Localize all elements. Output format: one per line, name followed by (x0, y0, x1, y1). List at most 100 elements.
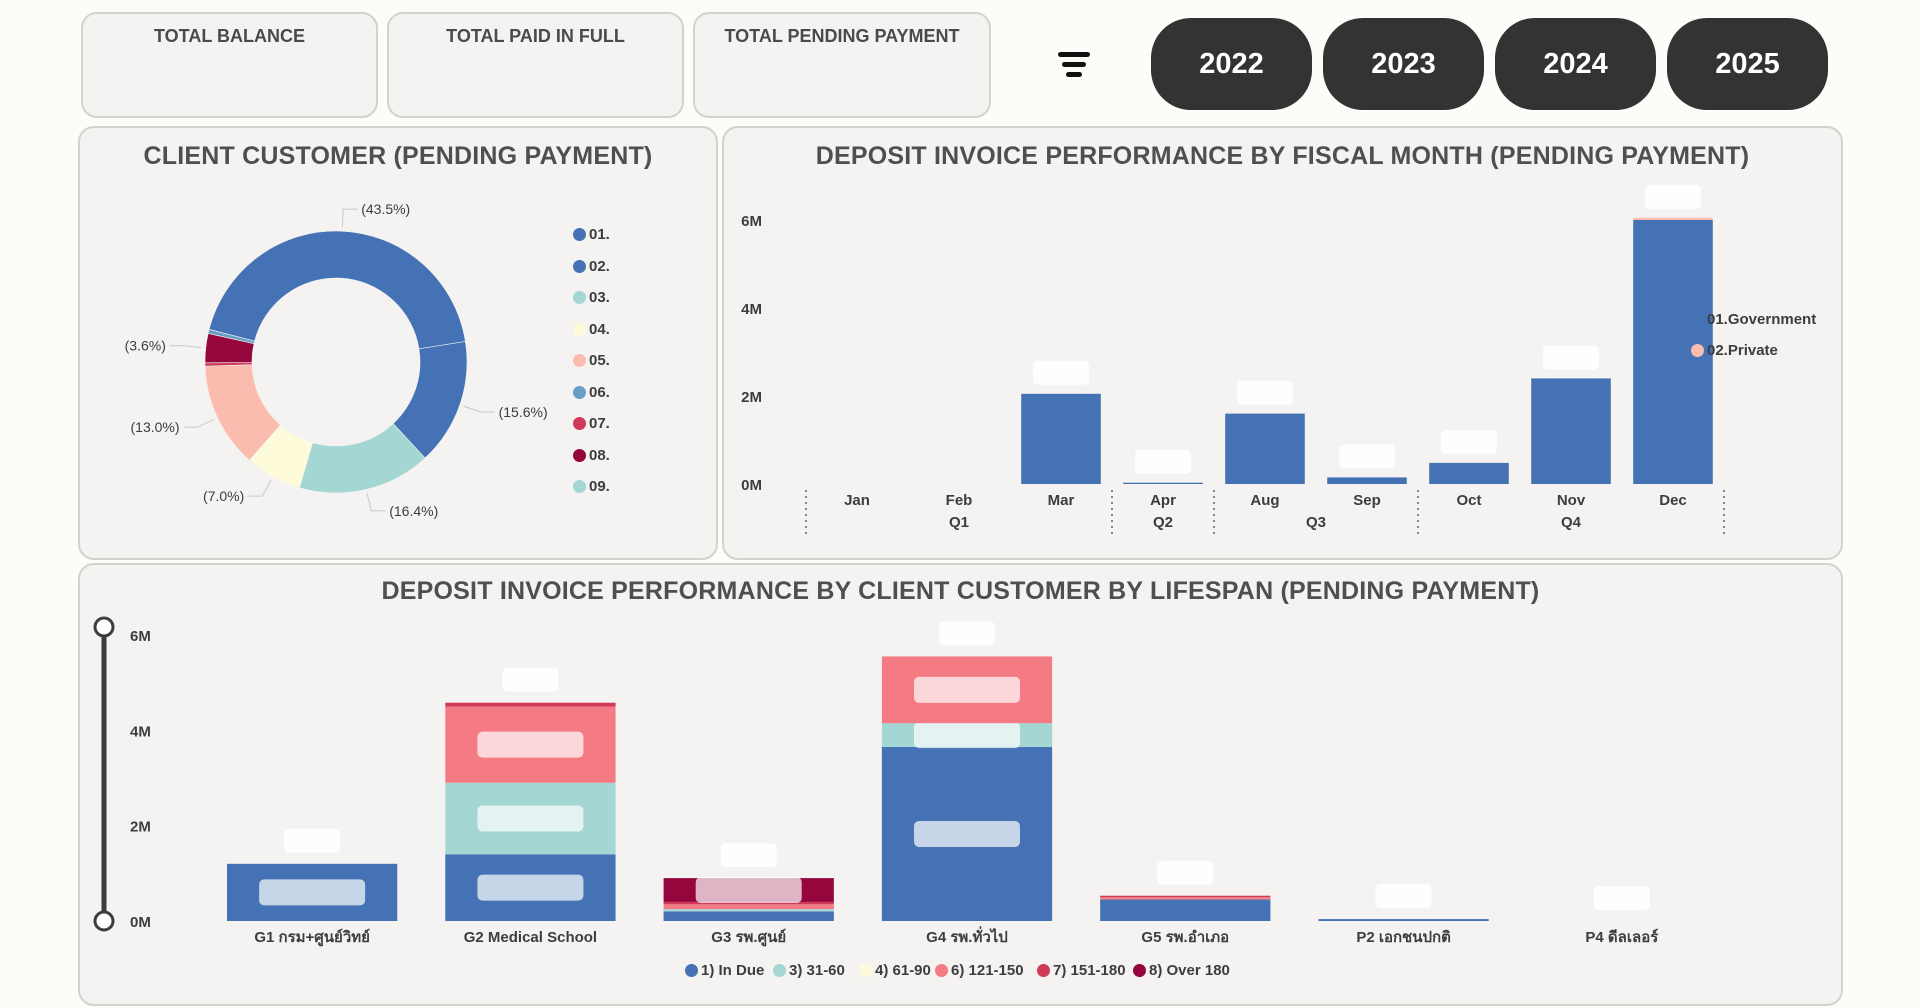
donut-chart[interactable]: (43.5%) (15.6%) (16.4%) (7.0%) (13.0%) (3.6%) (80, 128, 720, 562)
data-label-placeholder (284, 828, 341, 853)
legend-dot (1133, 964, 1146, 977)
donut-legend-item-07[interactable]: 07. (573, 415, 610, 432)
donut-leader-line (463, 405, 495, 413)
donut-slice-06[interactable] (207, 329, 256, 345)
segment-label-placeholder (477, 874, 584, 901)
x-tick-label-dec: Dec (1659, 492, 1687, 509)
x-tick-label-nov: Nov (1557, 492, 1586, 509)
legend-dot (935, 964, 948, 977)
x-tick-label-apr: Apr (1150, 492, 1176, 509)
data-label-placeholder (1033, 360, 1089, 385)
data-label-placeholder (1441, 429, 1497, 454)
bar-segment-6-121-150[interactable] (1100, 897, 1271, 900)
bar-oct-01-government[interactable] (1429, 462, 1509, 484)
legend-item-01-government[interactable]: 01.Government (1691, 311, 1816, 328)
kpi-card-total-pending-payment: TOTAL PENDING PAYMENT (693, 12, 991, 118)
x-tick-label: G3 รพ.ศูนย์ (711, 928, 786, 947)
data-label-placeholder (1157, 860, 1214, 885)
bar-segment-3-31-60[interactable] (663, 909, 834, 912)
donut-legend-item-01[interactable]: 01. (573, 226, 610, 243)
y-tick-label: 6M (741, 213, 762, 230)
legend-label: 02. (589, 257, 610, 275)
fiscal-month-bar-chart[interactable]: 0M 2M 4M 6M Jan Feb Mar Apr Aug Sep Oct Nov Dec Q1 Q2 Q… (724, 128, 1845, 562)
legend-label: 1) In Due (701, 962, 765, 979)
segment-label-placeholder (477, 805, 584, 832)
y-tick-label: 0M (741, 477, 762, 494)
donut-legend-item-09[interactable]: 09. (573, 478, 610, 495)
x-tick-label-mar: Mar (1048, 492, 1075, 509)
legend-dot (573, 322, 586, 336)
kpi-label: TOTAL BALANCE (154, 26, 305, 46)
legend-item-6-121-150[interactable]: 6) 121-150 (935, 962, 1024, 979)
donut-slice-01[interactable] (208, 230, 466, 350)
legend-item-02-private[interactable]: 02.Private (1691, 342, 1778, 359)
legend-label: 3) 31-60 (789, 962, 845, 979)
range-slider-handle-top[interactable] (93, 616, 115, 638)
bar-sep-01-government[interactable] (1327, 477, 1407, 484)
legend-dot (573, 480, 586, 493)
fiscal-month-chart-card: DEPOSIT INVOICE PERFORMANCE BY FISCAL MO… (722, 126, 1843, 560)
bar-dec-02-private[interactable] (1633, 217, 1713, 220)
kpi-card-total-paid-in-full: TOTAL PAID IN FULL (387, 12, 684, 118)
bar-apr-01-government[interactable] (1123, 482, 1203, 484)
legend-item-4-61-90[interactable]: 4) 61-90 (859, 962, 931, 979)
bar-segment-1-in-due[interactable] (1100, 899, 1271, 921)
data-label-placeholder (1237, 380, 1293, 405)
filter-icon[interactable] (1054, 48, 1098, 84)
lifespan-stacked-bar-chart[interactable]: 0M 2M 4M 6M G1 กรม+ศูนย์วิทย์ G2 Medical Scho… (80, 565, 1845, 1008)
bar-segment-7-151-180[interactable] (445, 702, 616, 707)
legend-item-1-in-due[interactable]: 1) In Due (685, 962, 764, 979)
legend-dot (773, 964, 786, 977)
range-slider-handle-bottom[interactable] (93, 910, 115, 932)
donut-legend-item-03[interactable]: 03. (573, 289, 610, 306)
donut-legend-item-08[interactable]: 08. (573, 447, 610, 464)
legend-label: 07. (589, 415, 610, 432)
donut-legend-item-06[interactable]: 06. (573, 384, 610, 401)
x-tick-label-jan: Jan (844, 492, 870, 509)
legend-dot (1691, 344, 1704, 357)
donut-slice-label: (15.6%) (499, 404, 548, 420)
legend-item-7-151-180[interactable]: 7) 151-180 (1037, 962, 1126, 979)
bar-aug-01-government[interactable] (1225, 413, 1305, 484)
donut-title: CLIENT CUSTOMER (PENDING PAYMENT) (143, 142, 653, 170)
x-tick-label-sep: Sep (1353, 492, 1381, 509)
year-button-2023[interactable]: 2023 (1323, 18, 1484, 110)
legend-label: 01.Government (1707, 311, 1817, 328)
quarter-label: Q2 (1153, 514, 1173, 531)
kpi-label: TOTAL PAID IN FULL (446, 26, 625, 46)
legend-item-3-31-60[interactable]: 3) 31-60 (773, 962, 845, 979)
data-label-placeholder (939, 621, 995, 646)
donut-legend-item-04[interactable]: 04. (573, 321, 610, 338)
data-label-placeholder (1645, 184, 1701, 209)
year-button-2024[interactable]: 2024 (1495, 18, 1656, 110)
donut-legend-item-05[interactable]: 05. (573, 352, 610, 369)
y-tick-label: 4M (130, 723, 151, 740)
bar-segment-6-121-150[interactable] (663, 904, 834, 910)
bar-nov-01-government[interactable] (1531, 378, 1611, 484)
legend-item-8-over-180[interactable]: 8) Over 180 (1133, 962, 1230, 979)
bar-segment-1-in-due[interactable] (1318, 919, 1489, 921)
segment-label-placeholder (477, 731, 584, 758)
donut-legend-item-02[interactable]: 02. (573, 258, 610, 275)
bar-segment-7-151-180[interactable] (663, 901, 834, 905)
bar-segment-7-151-180[interactable] (1100, 895, 1271, 898)
data-label-placeholder (1375, 884, 1432, 909)
legend-label: 7) 151-180 (1053, 962, 1126, 979)
legend-label: 09. (589, 478, 610, 495)
segment-label-placeholder (914, 722, 1020, 749)
data-label-placeholder (1135, 449, 1191, 474)
donut-slice-label: (16.4%) (389, 503, 438, 519)
donut-leader-line (169, 345, 202, 349)
data-label-placeholder (1543, 345, 1599, 370)
lifespan-chart-title: DEPOSIT INVOICE PERFORMANCE BY CLIENT CU… (381, 577, 1540, 605)
legend-label: 4) 61-90 (875, 962, 931, 979)
segment-label-placeholder (259, 879, 366, 906)
year-button-2025[interactable]: 2025 (1667, 18, 1828, 110)
legend-dot (1691, 313, 1704, 326)
year-button-2022[interactable]: 2022 (1151, 18, 1312, 110)
bar-mar-01-government[interactable] (1021, 393, 1101, 484)
x-tick-label-oct: Oct (1456, 492, 1481, 509)
bar-segment-1-in-due[interactable] (663, 911, 834, 921)
donut-leader-line (183, 419, 215, 428)
legend-label: 05. (589, 352, 610, 369)
